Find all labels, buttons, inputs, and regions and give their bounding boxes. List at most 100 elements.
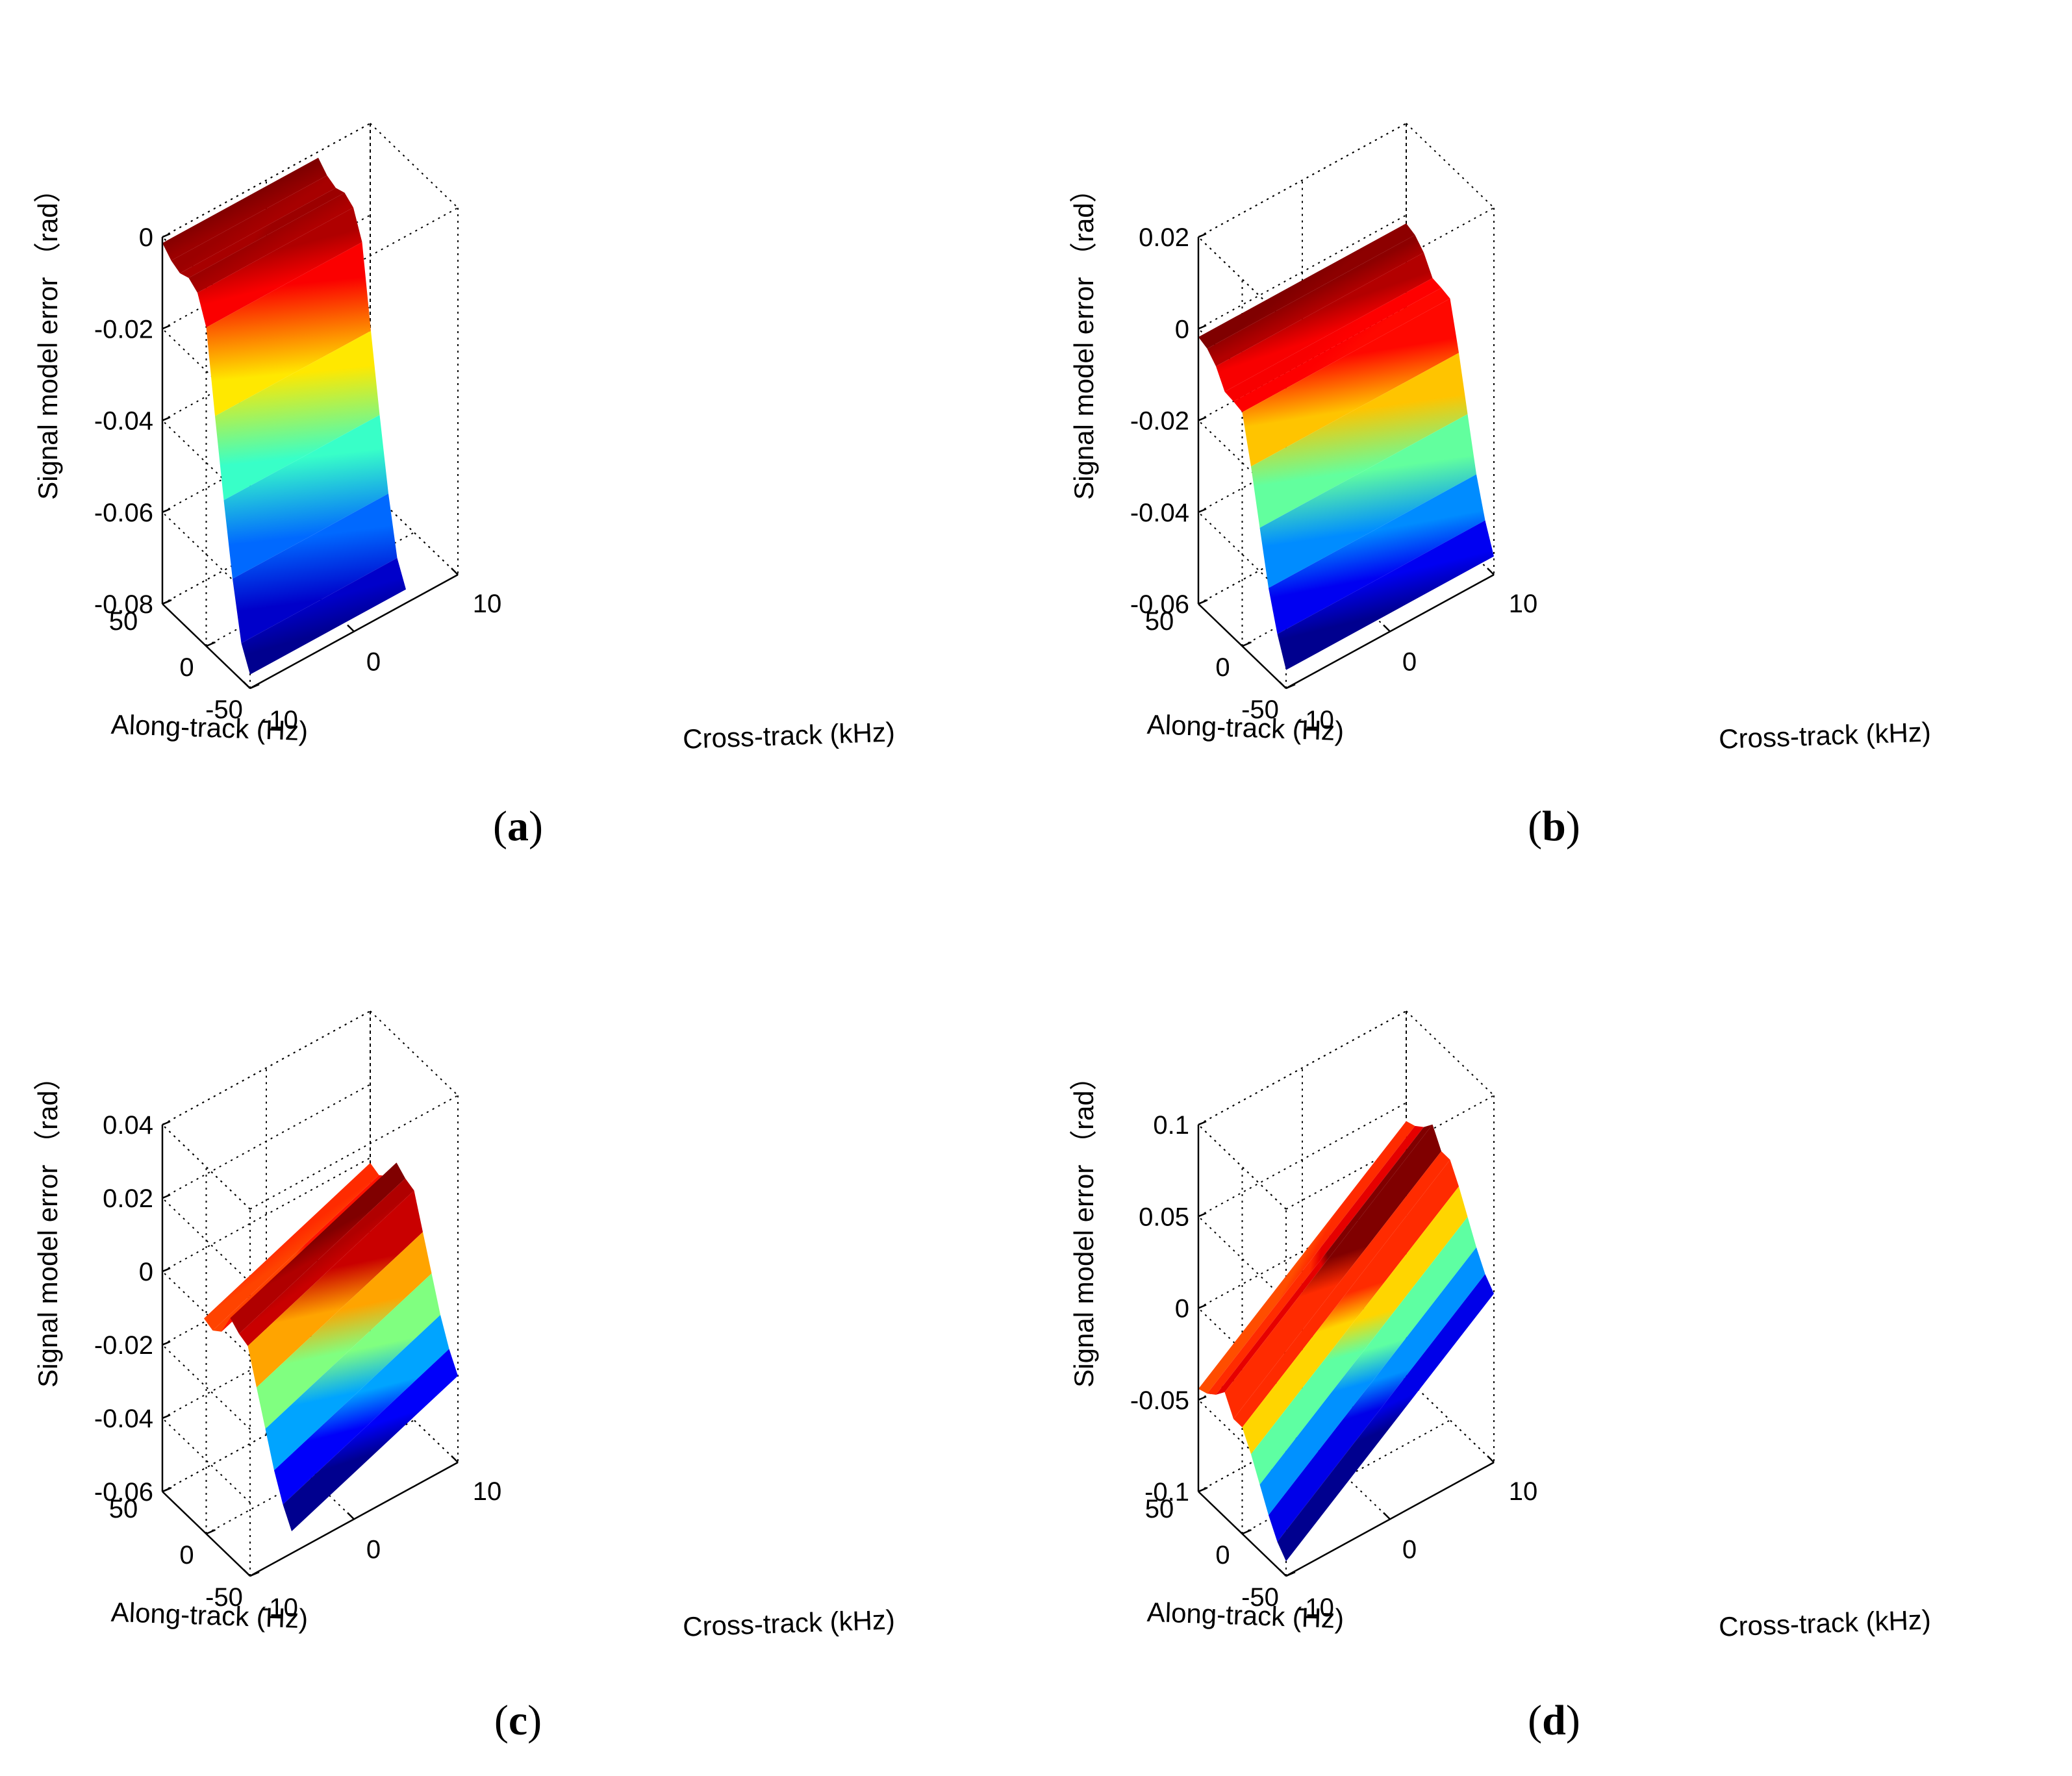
panel-d: -0.1 -0.05 0 0.05 0.1 50 0 -50 -10 0 10 Cross-track… xyxy=(1036,888,2072,1775)
caption-open-paren: ( xyxy=(1528,1697,1543,1744)
y-tick-label: 0 xyxy=(1215,653,1230,682)
grid-line xyxy=(1406,1377,1495,1463)
y-tick-label: 0 xyxy=(1215,1541,1230,1570)
caption-close-paren: ) xyxy=(1565,1697,1580,1744)
y-tick-label: -50 xyxy=(205,695,243,724)
box-edge xyxy=(370,1010,459,1096)
surface-strip xyxy=(1259,1217,1476,1516)
grid-line xyxy=(1302,1434,1391,1520)
surface-strip xyxy=(1251,353,1468,528)
z-tick-label: -0.1 xyxy=(1144,1478,1189,1507)
x-tick-label: 10 xyxy=(1509,590,1538,618)
box-edge xyxy=(162,1010,371,1125)
y-tick xyxy=(249,683,260,690)
surface-strip xyxy=(1269,474,1485,634)
z-tick xyxy=(1198,1395,1207,1401)
box-edge xyxy=(1198,123,1407,238)
caption-letter: d xyxy=(1542,1697,1566,1744)
z-tick-label: -0.06 xyxy=(1130,590,1189,619)
surface-strip xyxy=(1224,278,1441,402)
surface-strip xyxy=(188,192,353,293)
grid-line xyxy=(162,1197,251,1283)
x-axis-label: Cross-track (kHz) xyxy=(682,716,895,754)
box-edge xyxy=(1406,1377,1495,1463)
surface-strip xyxy=(204,1162,379,1331)
surface-strip xyxy=(223,415,388,579)
grid-line xyxy=(1198,214,1407,330)
box-edge xyxy=(1198,1124,1287,1210)
x-tick-label: 10 xyxy=(473,590,502,618)
surface-strip xyxy=(1233,288,1450,412)
x-tick xyxy=(1383,1512,1391,1520)
z-tick xyxy=(162,1340,171,1346)
z-axis-label: Signal model error （rad） xyxy=(32,1063,63,1388)
axes: -0.06 -0.04 -0.02 0 0.02 50 0 -50 -10 0 10 Cross-tr… xyxy=(1068,175,1932,754)
surface-strip xyxy=(1269,1247,1485,1542)
y-tick xyxy=(162,1486,172,1493)
z-tick-label: -0.06 xyxy=(94,1478,153,1507)
y-tick-label: 50 xyxy=(109,607,138,636)
x-tick-label: -10 xyxy=(260,1594,298,1622)
y-tick-label: -50 xyxy=(1241,1583,1279,1612)
grid-line xyxy=(162,1344,251,1430)
z-tick xyxy=(1198,416,1207,421)
x-tick xyxy=(347,1512,355,1520)
z-tick xyxy=(162,325,171,330)
surface-strip xyxy=(1198,1121,1415,1394)
x-tick xyxy=(1383,624,1391,632)
x-tick xyxy=(1487,568,1495,575)
surface-plot-c: -0.06 -0.04 -0.02 0 0.02 0.04 50 0 -50 -10 0 10 Cros… xyxy=(32,1010,896,1642)
surface xyxy=(162,157,406,675)
x-tick-label: 10 xyxy=(1509,1477,1538,1506)
surface-strip xyxy=(1207,1125,1424,1395)
surface-strip xyxy=(1277,1274,1494,1562)
axes: -0.08 -0.06 -0.04 -0.02 0 50 0 -50 -10 0 10 Cross-t… xyxy=(32,175,896,754)
caption-close-paren: ) xyxy=(1565,803,1580,850)
y-tick-label: 50 xyxy=(1145,1495,1174,1523)
z-tick xyxy=(162,416,171,421)
caption-open-paren: ( xyxy=(494,1697,509,1744)
surface-strip xyxy=(162,157,327,261)
surface-strip xyxy=(283,1349,458,1532)
x-axis-label: Cross-track (kHz) xyxy=(682,1604,895,1642)
z-tick xyxy=(162,1414,171,1420)
y-tick-label: -50 xyxy=(1241,695,1279,724)
caption-open-paren: ( xyxy=(493,803,507,850)
surface-strip xyxy=(1224,1124,1441,1420)
z-tick xyxy=(162,1267,171,1273)
surface-strip xyxy=(1216,253,1433,392)
surface xyxy=(1198,1121,1494,1562)
z-tick xyxy=(1198,508,1207,513)
y-tick xyxy=(249,1571,260,1577)
grid-line xyxy=(162,1418,251,1503)
box-edge xyxy=(370,490,459,575)
surface-strip xyxy=(1259,414,1476,588)
surface-strip xyxy=(215,331,380,501)
y-tick-label: 50 xyxy=(109,1495,138,1523)
y-tick xyxy=(1198,599,1208,605)
surface-strip xyxy=(1233,1151,1450,1428)
y-tick xyxy=(1285,683,1296,690)
caption-open-paren: ( xyxy=(1528,803,1543,850)
y-tick xyxy=(206,641,216,647)
surface-strip xyxy=(171,175,336,273)
surface-strip xyxy=(274,1314,449,1505)
panel-caption: (c) xyxy=(0,1696,1036,1745)
y-tick xyxy=(1242,641,1252,647)
grid-line xyxy=(1198,1216,1287,1301)
surface-strip xyxy=(239,1178,414,1346)
caption-letter: c xyxy=(508,1697,528,1744)
surface-strip xyxy=(257,1232,432,1429)
z-tick-label: -0.06 xyxy=(94,499,153,527)
x-tick xyxy=(243,1569,251,1577)
surface-strip xyxy=(1198,223,1415,349)
y-tick xyxy=(1198,1486,1208,1493)
grid-line xyxy=(162,1377,371,1492)
surface-strip xyxy=(1216,1124,1433,1395)
z-axis-label: Signal model error （rad） xyxy=(1068,1063,1099,1388)
box-edge xyxy=(249,1095,459,1210)
panel-b: -0.06 -0.04 -0.02 0 0.02 50 0 -50 -10 0 10 Cross-tr… xyxy=(1036,0,2072,888)
surface xyxy=(1198,223,1494,670)
panel-caption: (d) xyxy=(1036,1696,2072,1745)
